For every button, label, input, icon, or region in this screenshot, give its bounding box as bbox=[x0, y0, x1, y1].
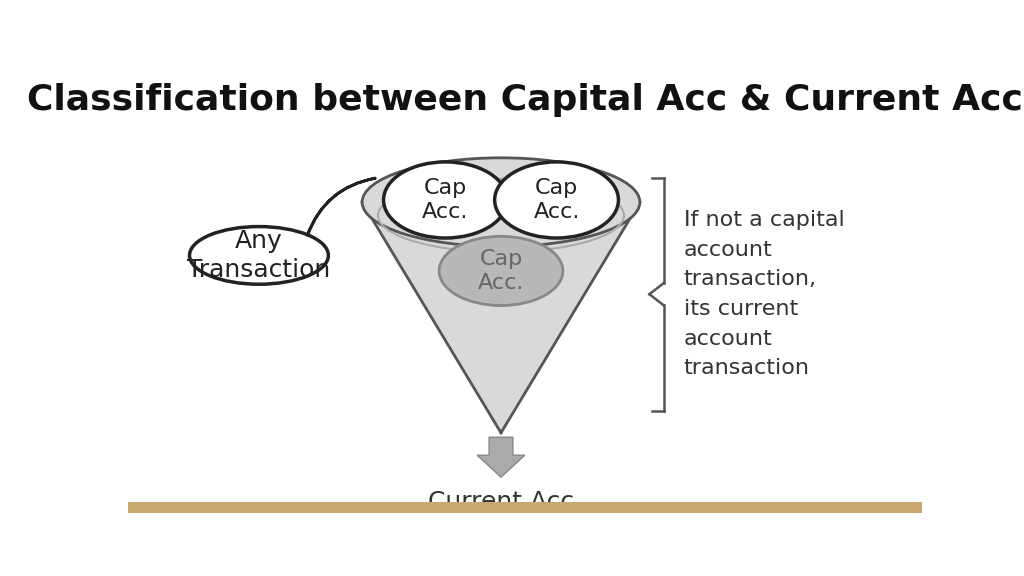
Ellipse shape bbox=[495, 162, 618, 238]
Text: Any
Transaction: Any Transaction bbox=[187, 229, 331, 282]
Bar bbox=[128, 502, 922, 513]
Polygon shape bbox=[362, 202, 640, 433]
Ellipse shape bbox=[362, 158, 640, 247]
Text: Current Acc: Current Acc bbox=[428, 491, 574, 514]
Text: Cap
Acc.: Cap Acc. bbox=[422, 177, 469, 222]
Ellipse shape bbox=[189, 226, 329, 284]
Ellipse shape bbox=[439, 236, 563, 305]
Polygon shape bbox=[477, 437, 524, 477]
Text: If not a capital
account
transaction,
its current
account
transaction: If not a capital account transaction, it… bbox=[684, 210, 844, 378]
Text: Cap
Acc.: Cap Acc. bbox=[478, 248, 524, 293]
Ellipse shape bbox=[384, 162, 507, 238]
FancyArrowPatch shape bbox=[307, 178, 375, 235]
Text: Cap
Acc.: Cap Acc. bbox=[534, 177, 580, 222]
Text: Classification between Capital Acc & Current Acc: Classification between Capital Acc & Cur… bbox=[27, 83, 1023, 117]
